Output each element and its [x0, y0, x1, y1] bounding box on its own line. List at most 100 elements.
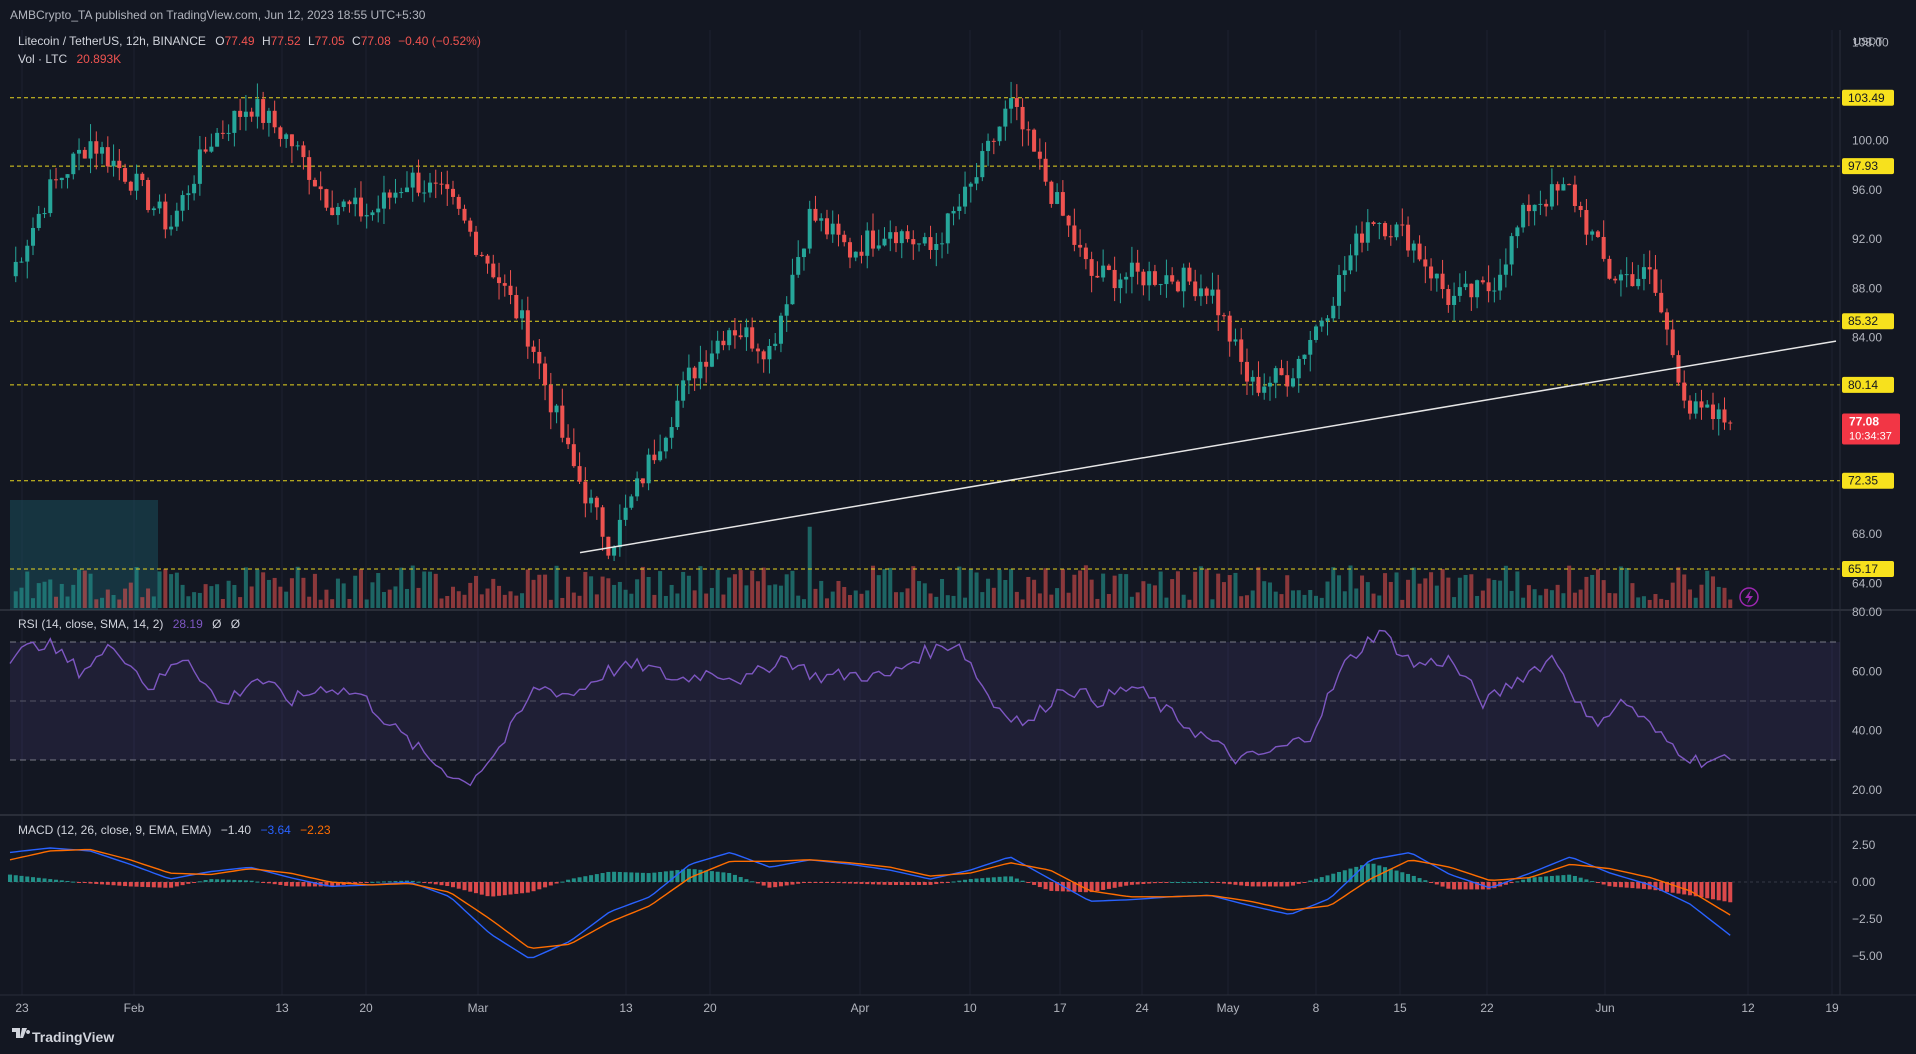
volume-bar [940, 578, 945, 608]
close-label: C [352, 34, 361, 48]
high-label: H [262, 34, 271, 48]
candle-body [1302, 354, 1307, 359]
rsi-axis[interactable]: 80.00 60.00 40.00 20.00 [1852, 605, 1882, 797]
volume-bar [715, 569, 720, 608]
candle-body [917, 243, 922, 245]
macd-hist-bar [1003, 876, 1008, 882]
volume-bar [1250, 590, 1255, 608]
macd-hist-bar [1630, 882, 1635, 889]
macd-hist-bar [801, 882, 806, 883]
macd-hist-bar [468, 882, 473, 892]
macd-hist-bar [410, 880, 415, 882]
volume-bar [48, 579, 53, 608]
volume-bar [893, 592, 899, 608]
macd-hist-bar [1089, 882, 1094, 893]
candle-body [1227, 315, 1232, 342]
price-tick-label: 96.00 [1852, 183, 1882, 197]
rsi-legend[interactable]: RSI (14, close, SMA, 14, 2) 28.19 Ø Ø [18, 617, 240, 631]
lightning-icon[interactable] [1739, 587, 1759, 607]
candle-body [1124, 276, 1129, 280]
tradingview-logo[interactable]: TradingView [12, 1028, 114, 1045]
candle-body [1175, 281, 1180, 292]
candle-body [905, 231, 910, 240]
volume-bar [1267, 582, 1272, 608]
volume-bar [865, 590, 870, 608]
volume-bar [255, 569, 260, 608]
volume-bar [1440, 568, 1445, 608]
candle-body [1164, 275, 1169, 285]
candle-body [295, 145, 300, 147]
macd-hist-bar [681, 869, 686, 882]
candle-body [48, 179, 53, 214]
candle-body [318, 186, 323, 190]
macd-legend[interactable]: MACD (12, 26, close, 9, EMA, EMA) −1.40 … [18, 823, 331, 837]
macd-hist-bar [1532, 877, 1537, 882]
volume-bar [1515, 571, 1520, 608]
candle-body [968, 183, 973, 187]
volume-legend[interactable]: Vol · LTC 20.893K [18, 52, 121, 66]
time-tick-label: Feb [124, 1001, 145, 1015]
volume-bar [1285, 575, 1290, 608]
candle-body [1066, 215, 1071, 226]
volume-bar [1578, 589, 1583, 608]
candle-body [698, 361, 703, 379]
macd-hist-bar [612, 871, 617, 882]
volume-bar [209, 586, 214, 608]
candle-body [1060, 192, 1065, 216]
candle-body [1595, 231, 1600, 237]
candle-body [830, 223, 835, 235]
candle-body [140, 173, 145, 180]
candle-body [1325, 318, 1330, 321]
volume-bar [422, 571, 427, 608]
volume-bar [140, 597, 145, 608]
volume-bar [566, 576, 571, 608]
macd-hist-bar [1354, 866, 1359, 882]
macd-hist-bar [658, 872, 663, 882]
low-label: L [308, 34, 315, 48]
volume-bar [1618, 566, 1623, 608]
candle-body [1187, 267, 1192, 282]
candle-body [635, 478, 640, 497]
candle-body [1613, 278, 1618, 281]
macd-hist-bar [1693, 882, 1698, 897]
trendline[interactable] [579, 340, 1837, 554]
macd-hist-bar [917, 882, 922, 885]
time-tick-label: 8 [1313, 1001, 1320, 1015]
candle-body [1532, 204, 1537, 212]
time-axis[interactable]: 23 Feb 13 20 Mar 13 20 Apr 10 17 24 May 8 15 22 Jun 12 19 [15, 1001, 1839, 1015]
macd-hist-bar [1279, 882, 1284, 887]
macd-hist-bar [1164, 882, 1169, 883]
macd-hist-bar [1049, 882, 1054, 891]
candle-body [456, 196, 461, 209]
macd-hist-bar [238, 880, 243, 882]
macd-hist-bar [422, 882, 427, 883]
volume-bar [502, 594, 507, 608]
candle-body [1630, 274, 1635, 287]
macd-hist-bar [945, 882, 950, 883]
volume-bar [169, 574, 174, 608]
price-axis[interactable]: 108.00 100.00 96.00 92.00 88.00 84.00 68.00 64.… [1852, 35, 1889, 590]
volume-bar [905, 588, 910, 608]
volume-bar [1101, 573, 1106, 608]
volume-bar [847, 595, 853, 608]
volume-bar [1135, 592, 1140, 608]
candle-body [1152, 271, 1157, 285]
macd-hist-bar [911, 882, 916, 885]
symbol-name[interactable]: Litecoin / TetherUS, 12h, BINANCE [18, 34, 206, 48]
volume-bar [1549, 590, 1554, 608]
volume-bar [635, 579, 640, 608]
volume-bar [318, 599, 323, 608]
macd-axis[interactable]: 2.50 0.00 −2.50 −5.00 [1852, 838, 1883, 963]
candle-body [1072, 225, 1077, 245]
macd-hist-bar [531, 882, 536, 892]
candle-body [462, 208, 467, 221]
currency-label: USDT [1853, 36, 1883, 48]
macd-hist-bar [376, 881, 381, 883]
macd-hist-bar [1083, 882, 1088, 893]
volume-bar [1710, 576, 1716, 608]
macd-hist-bar [1158, 882, 1163, 883]
ohlc-legend[interactable]: Litecoin / TetherUS, 12h, BINANCE O77.49… [18, 34, 481, 48]
volume-bar [100, 597, 105, 608]
time-tick-label: 22 [1480, 1001, 1494, 1015]
